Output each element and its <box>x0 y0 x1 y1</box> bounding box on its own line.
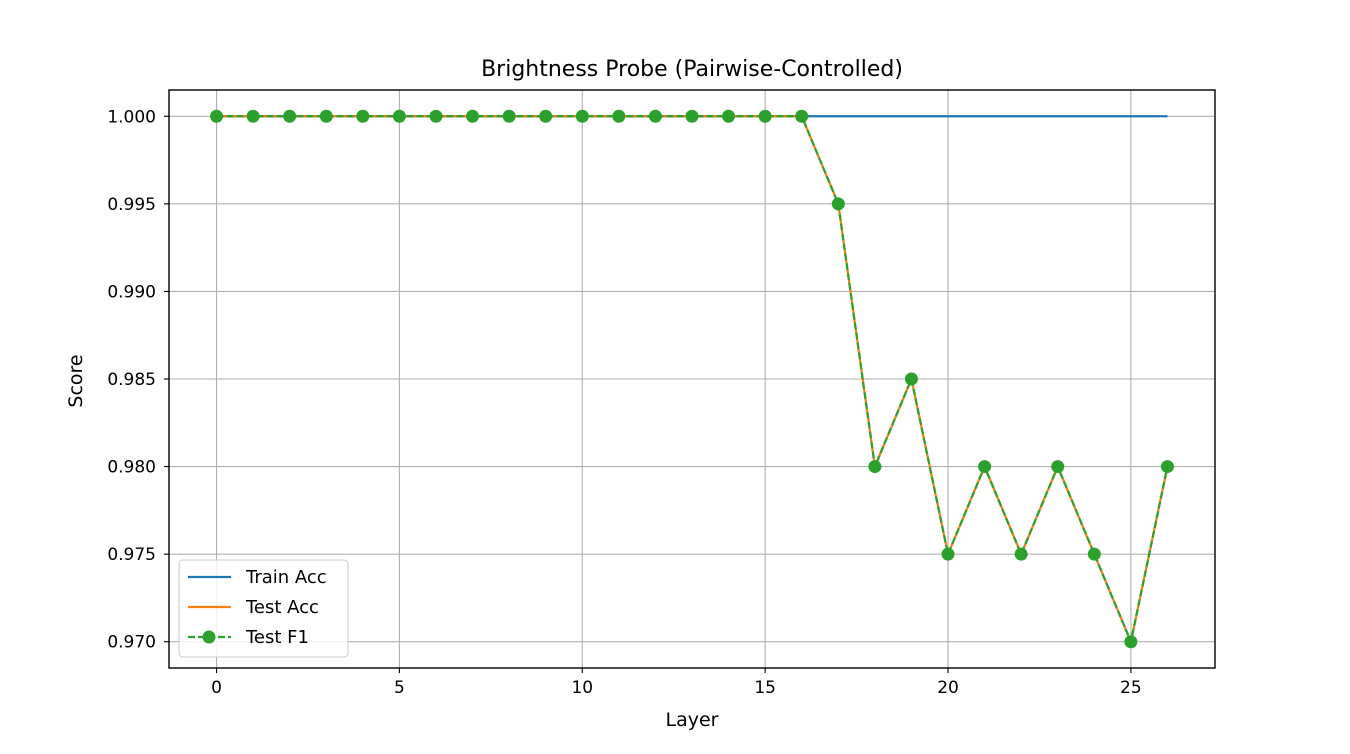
data-point-test-f1 <box>1160 460 1174 474</box>
data-point-test-f1 <box>941 547 955 561</box>
y-tick-label: 0.990 <box>107 282 156 302</box>
x-tick-label: 0 <box>211 678 222 698</box>
axis-ticks: 0 5 10 15 20 25 0.970 0.975 0.980 0.985 0.990 0.995… <box>107 107 1141 698</box>
x-axis-label: Layer <box>666 709 719 731</box>
legend-label-test-f1: Test F1 <box>245 627 309 648</box>
chart-title: Brightness Probe (Pairwise-Controlled) <box>481 57 903 82</box>
data-point-test-f1 <box>722 109 736 123</box>
data-point-test-f1 <box>502 109 516 123</box>
data-point-test-f1 <box>831 197 845 211</box>
data-point-test-f1 <box>1051 460 1065 474</box>
data-point-test-f1 <box>978 460 992 474</box>
y-tick-label: 0.975 <box>107 545 156 565</box>
data-point-test-f1 <box>429 109 443 123</box>
y-tick-label: 0.970 <box>107 633 156 653</box>
data-point-test-f1 <box>758 109 772 123</box>
data-point-test-f1 <box>356 109 370 123</box>
y-tick-label: 0.995 <box>107 195 156 215</box>
legend-box <box>178 559 349 658</box>
legend: Train Acc Test Acc Test F1 <box>178 559 349 658</box>
data-point-test-f1 <box>283 109 297 123</box>
y-axis-label: Score <box>65 354 87 407</box>
plot-series <box>210 109 1174 649</box>
data-point-test-f1 <box>392 109 406 123</box>
data-point-test-f1 <box>685 109 699 123</box>
grid-lines <box>169 90 1215 668</box>
x-tick-label: 20 <box>937 678 959 698</box>
y-tick-label: 0.980 <box>107 458 156 478</box>
x-tick-label: 10 <box>571 678 593 698</box>
x-tick-label: 25 <box>1120 678 1142 698</box>
y-tick-label: 0.985 <box>107 370 156 390</box>
legend-label-test-acc: Test Acc <box>245 597 319 618</box>
data-point-test-f1 <box>1124 635 1138 649</box>
data-point-test-f1 <box>1087 547 1101 561</box>
data-point-test-f1 <box>575 109 589 123</box>
data-point-test-f1 <box>868 460 882 474</box>
data-point-test-f1 <box>1014 547 1028 561</box>
x-tick-label: 5 <box>394 678 405 698</box>
data-point-test-f1 <box>210 109 224 123</box>
data-point-test-f1 <box>246 109 260 123</box>
data-point-test-f1 <box>319 109 333 123</box>
x-tick-label: 15 <box>754 678 776 698</box>
legend-label-train-acc: Train Acc <box>245 567 327 588</box>
data-point-test-f1 <box>539 109 553 123</box>
data-point-test-f1 <box>904 372 918 386</box>
data-point-test-f1 <box>648 109 662 123</box>
legend-marker-test-f1 <box>202 630 216 644</box>
data-point-test-f1 <box>795 109 809 123</box>
data-point-test-f1 <box>466 109 480 123</box>
data-point-test-f1 <box>612 109 626 123</box>
y-tick-label: 1.000 <box>107 107 156 127</box>
